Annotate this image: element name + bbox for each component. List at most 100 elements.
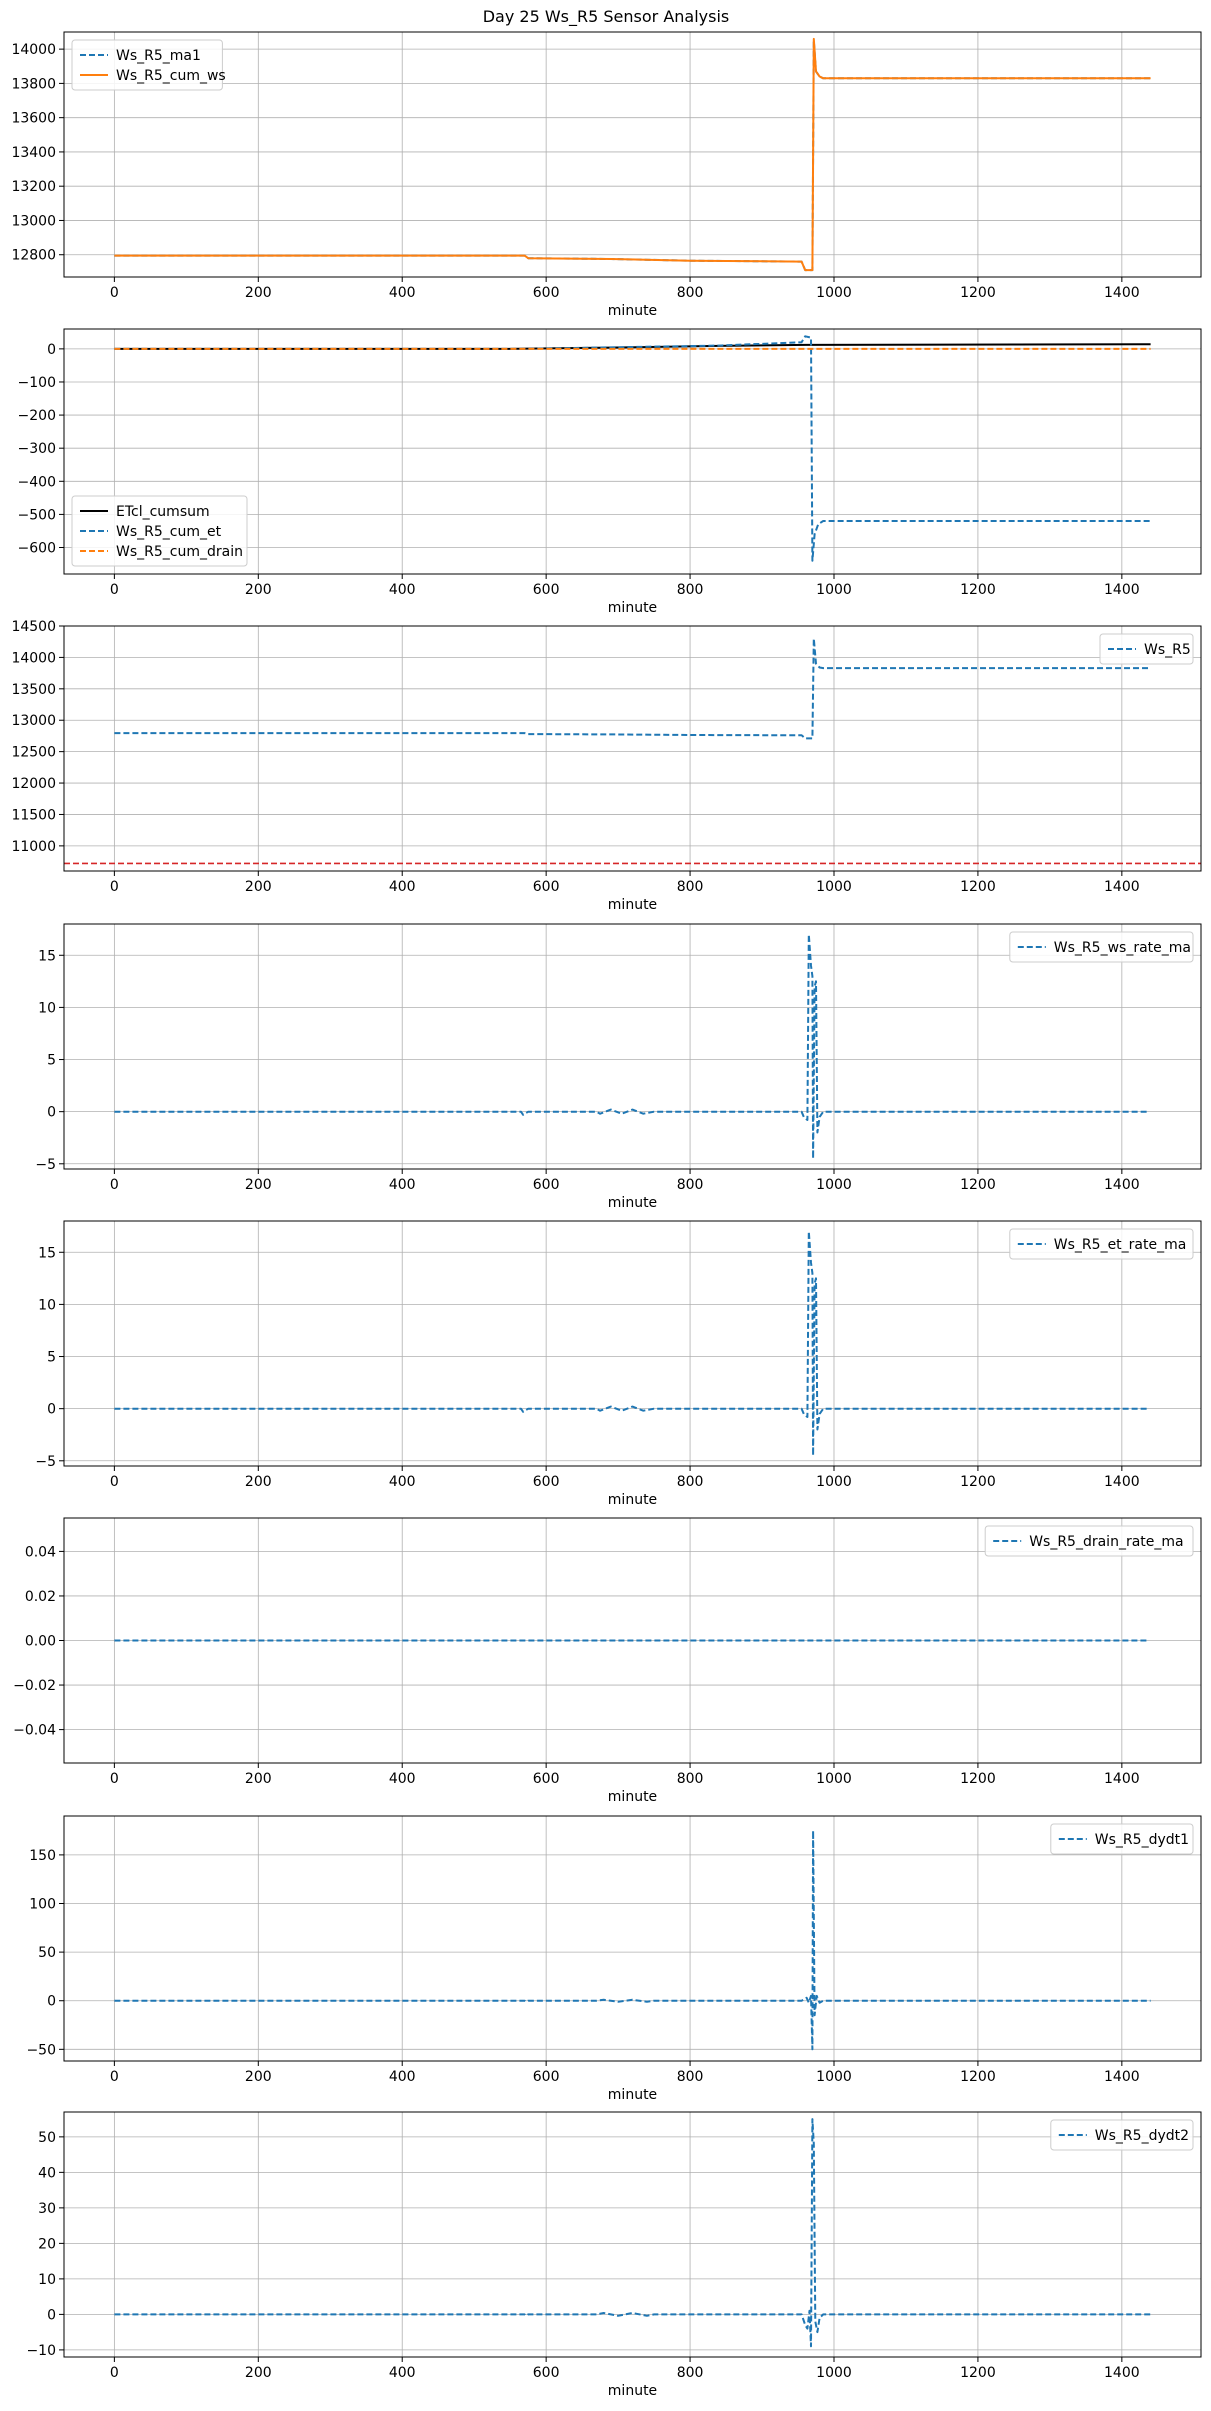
y-tick-label: 40 xyxy=(38,2165,56,2181)
y-tick-label: 5 xyxy=(47,1053,56,1069)
x-tick-label: 1400 xyxy=(1104,285,1140,301)
y-tick-label: 0.02 xyxy=(25,1589,56,1605)
y-tick-label: 13500 xyxy=(11,682,56,698)
x-tick-label: 600 xyxy=(533,285,560,301)
y-tick-label: 14000 xyxy=(11,42,56,58)
plot-frame xyxy=(63,1815,1202,2062)
series-group xyxy=(114,1829,1151,2051)
x-tick-label: 0 xyxy=(110,879,119,895)
plot-frame xyxy=(63,923,1202,1170)
x-tick-label: 600 xyxy=(533,1771,560,1787)
legend-box xyxy=(1009,1228,1194,1260)
x-tick-label: 1400 xyxy=(1104,582,1140,598)
y-tick-label: 10 xyxy=(38,1297,56,1313)
y-tick-label: 13400 xyxy=(11,145,56,161)
series-line-Ws_R5_et_rate_ma xyxy=(114,1230,1147,1457)
chart-panel-6: 0 200 400 600 800 1000 1200 1400 −0.04 −0.02 0.00 0… xyxy=(13,1517,1202,1805)
x-tick-label: 1400 xyxy=(1104,1771,1140,1787)
x-axis-label: minute xyxy=(608,1789,657,1805)
x-tick-label: 1200 xyxy=(960,2069,996,2085)
x-tick-label: 200 xyxy=(245,285,272,301)
x-tick-label: 1000 xyxy=(816,2069,852,2085)
series-group xyxy=(114,2118,1151,2348)
x-tick-label: 800 xyxy=(677,879,704,895)
x-tick-label: 1000 xyxy=(816,1177,852,1193)
y-tick-label: −200 xyxy=(18,408,56,424)
y-tick-label: 20 xyxy=(38,2236,56,2252)
x-axis-label: minute xyxy=(608,897,657,913)
x-tick-label: 1000 xyxy=(816,285,852,301)
x-tick-label: 400 xyxy=(389,285,416,301)
legend-box xyxy=(1050,2119,1194,2151)
x-tick-label: 1000 xyxy=(816,879,852,895)
legend-label: Ws_R5_dydt2 xyxy=(1095,2128,1189,2144)
x-tick-label: 800 xyxy=(677,1474,704,1490)
x-tick-label: 200 xyxy=(245,2365,272,2381)
series-line-Ws_R5 xyxy=(114,637,1151,740)
chart-panel-7: 0 200 400 600 800 1000 1200 1400 −50 0 50 100 150 min… xyxy=(26,1815,1202,2103)
legend-label: Ws_R5_cum_et xyxy=(116,524,222,540)
plot-frame xyxy=(63,625,1202,872)
plot-frame xyxy=(63,1220,1202,1467)
legend: ETcl_cumsum Ws_R5_cum_et Ws_R5_cum_drain xyxy=(71,495,248,567)
legend: Ws_R5_ma1 Ws_R5_cum_ws xyxy=(71,39,226,91)
x-tick-label: 600 xyxy=(533,1474,560,1490)
legend-box xyxy=(1099,633,1194,665)
y-tick-label: 13200 xyxy=(11,179,56,195)
legend: Ws_R5 xyxy=(1099,633,1194,665)
chart-panel-1: 0 200 400 600 800 1000 1200 1400 12800 13000 13200… xyxy=(11,31,1202,319)
y-tick-label: −5 xyxy=(35,1157,56,1173)
legend: Ws_R5_dydt2 xyxy=(1050,2119,1194,2151)
legend: Ws_R5_et_rate_ma xyxy=(1009,1228,1194,1260)
y-tick-label: 10 xyxy=(38,2272,56,2288)
x-axis-label: minute xyxy=(608,1195,657,1211)
x-tick-label: 1200 xyxy=(960,1177,996,1193)
x-tick-label: 0 xyxy=(110,1771,119,1787)
legend-box xyxy=(1050,1823,1194,1855)
y-tick-label: −300 xyxy=(18,441,56,457)
legend-box xyxy=(1009,931,1194,963)
plot-frame xyxy=(63,2111,1202,2358)
x-axis-label: minute xyxy=(608,2087,657,2103)
x-tick-label: 200 xyxy=(245,1177,272,1193)
y-tick-label: 10 xyxy=(38,1000,56,1016)
x-tick-label: 0 xyxy=(110,1474,119,1490)
y-tick-label: 0 xyxy=(47,342,56,358)
legend-box xyxy=(71,495,248,567)
y-tick-label: 50 xyxy=(38,1945,56,1961)
legend-label: ETcl_cumsum xyxy=(116,504,210,520)
x-tick-label: 1400 xyxy=(1104,879,1140,895)
x-tick-label: 800 xyxy=(677,1177,704,1193)
x-tick-label: 800 xyxy=(677,582,704,598)
y-tick-label: −10 xyxy=(26,2343,56,2359)
x-tick-label: 400 xyxy=(389,2365,416,2381)
x-tick-label: 1400 xyxy=(1104,1177,1140,1193)
y-tick-label: 13600 xyxy=(11,111,56,127)
x-tick-label: 600 xyxy=(533,2069,560,2085)
x-tick-label: 1000 xyxy=(816,1474,852,1490)
x-tick-label: 0 xyxy=(110,285,119,301)
legend: Ws_R5_dydt1 xyxy=(1050,1823,1194,1855)
chart-panel-3: 0 200 400 600 800 1000 1200 1400 11000 11500 12000… xyxy=(11,619,1202,913)
x-tick-label: 200 xyxy=(245,1474,272,1490)
y-tick-label: 5 xyxy=(47,1350,56,1366)
y-tick-label: 14500 xyxy=(11,619,56,635)
y-tick-label: 0 xyxy=(47,2307,56,2323)
x-tick-label: 200 xyxy=(245,879,272,895)
x-tick-label: 800 xyxy=(677,2069,704,2085)
x-tick-label: 0 xyxy=(110,2365,119,2381)
x-tick-label: 1200 xyxy=(960,2365,996,2381)
legend-label: Ws_R5_ma1 xyxy=(116,48,201,64)
x-tick-label: 200 xyxy=(245,582,272,598)
chart-panel-8: 0 200 400 600 800 1000 1200 1400 −10 0 10 20 30 40 50 m… xyxy=(26,2111,1202,2399)
series-group xyxy=(114,933,1147,1160)
series-line-Ws_R5_cum_et xyxy=(114,335,1151,562)
x-tick-label: 1000 xyxy=(816,2365,852,2381)
x-tick-label: 400 xyxy=(389,879,416,895)
y-tick-label: 0 xyxy=(47,1402,56,1418)
x-tick-label: 600 xyxy=(533,1177,560,1193)
y-tick-label: 13800 xyxy=(11,76,56,92)
x-tick-label: 600 xyxy=(533,2365,560,2381)
legend-label: Ws_R5_dydt1 xyxy=(1095,1832,1189,1848)
y-tick-label: 12500 xyxy=(11,745,56,761)
